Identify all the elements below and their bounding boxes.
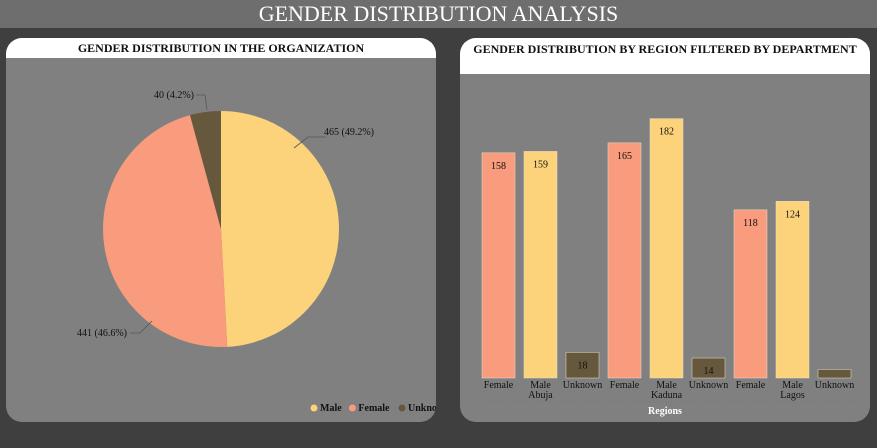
bar-value-lagos-female: 118: [743, 218, 758, 229]
bar-kaduna-unknown: [691, 357, 726, 379]
pie-leader-female: [130, 320, 153, 334]
tick-label-abuja-male: Male: [530, 380, 551, 391]
bar-value-lagos-male: 124: [785, 209, 800, 220]
tick-label-abuja-female: Female: [484, 380, 514, 391]
tick-label-kaduna-unknown: Unknown: [689, 380, 728, 391]
bar-chart-panel: GENDER DISTRIBUTION BY REGION FILTERED B…: [460, 38, 870, 422]
bar-abuja-unknown: [565, 352, 600, 379]
bar-lagos-unknown: [817, 369, 852, 379]
pie-chart-title: GENDER DISTRIBUTION IN THE ORGANIZATION: [6, 38, 436, 58]
pie-slice-female: [102, 115, 228, 347]
pie-label-female: 441 (46.6%): [77, 328, 127, 339]
region-label-abuja: Abuja: [528, 390, 553, 401]
tick-label-lagos-unknown: Unknown: [815, 380, 854, 391]
bar-value-kaduna-female: 165: [617, 151, 632, 162]
pie-leader-male: [293, 136, 326, 149]
bar-chart-title: GENDER DISTRIBUTION BY REGION FILTERED B…: [460, 38, 870, 74]
bar-value-kaduna-unknown: 14: [704, 366, 714, 377]
pie-chart: 465 (49.2%) 441 (46.6%) 40 (4.2%) Male Femal…: [77, 90, 436, 414]
bar-lagos-female: [733, 209, 768, 379]
legend-label-female: Female: [358, 403, 390, 414]
bar-value-abuja-unknown: 18: [578, 360, 588, 371]
tick-label-kaduna-male: Male: [656, 380, 677, 391]
bar-abuja-male: [523, 151, 558, 379]
legend-marker-unknown: [398, 404, 406, 412]
x-axis-title: Regions: [648, 406, 682, 417]
tick-label-kaduna-female: Female: [610, 380, 640, 391]
pie-slice-unknown: [190, 111, 221, 229]
tick-label-abuja-unknown: Unknown: [563, 380, 602, 391]
bar-value-abuja-male: 159: [533, 159, 548, 170]
pie-leader-unknown: [196, 94, 208, 111]
bar-kaduna-male: [649, 118, 684, 379]
tick-label-lagos-female: Female: [736, 380, 766, 391]
legend-marker-male: [310, 404, 318, 412]
legend-label-unknown: Unknown: [408, 403, 436, 414]
bar-kaduna-female: [607, 142, 642, 379]
pie-legend: Male Female Unknown: [310, 403, 436, 414]
bar-value-abuja-female: 158: [491, 161, 506, 172]
legend-marker-female: [348, 404, 356, 412]
pie-chart-panel: GENDER DISTRIBUTION IN THE ORGANIZATION …: [6, 38, 436, 422]
bar-abuja-female: [481, 152, 516, 379]
pie-label-male: 465 (49.2%): [324, 127, 374, 138]
region-label-lagos: Lagos: [780, 390, 805, 401]
bar-chart: 158 Female 159 Male 18 Unknown 165 Female 182 Mal…: [476, 118, 856, 417]
legend-label-male: Male: [320, 403, 342, 414]
pie-label-unknown: 40 (4.2%): [154, 90, 194, 101]
bar-value-kaduna-male: 182: [659, 127, 674, 138]
page-title: GENDER DISTRIBUTION ANALYSIS: [0, 0, 877, 28]
tick-label-lagos-male: Male: [782, 380, 803, 391]
bar-lagos-male: [775, 201, 810, 379]
pie-slice-male: [221, 111, 340, 347]
region-label-kaduna: Kaduna: [651, 390, 683, 401]
